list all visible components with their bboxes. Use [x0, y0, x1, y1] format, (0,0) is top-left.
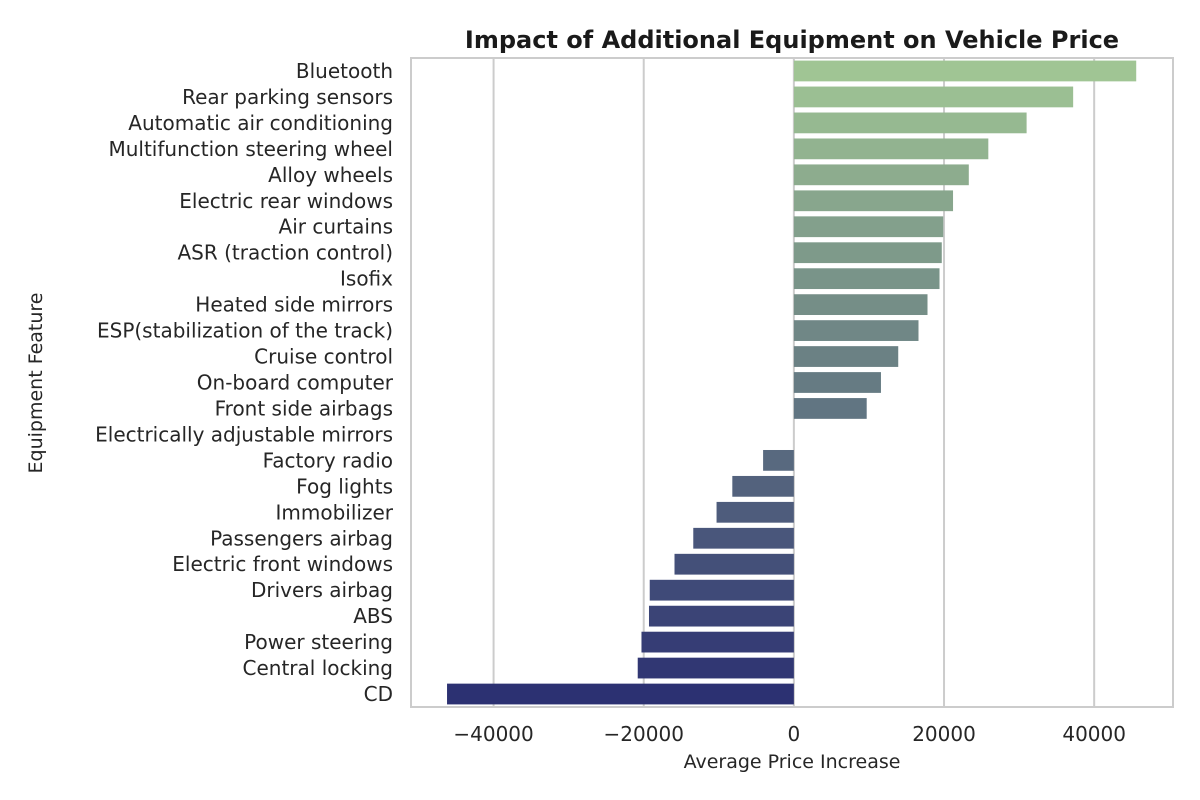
y-tick-label: Fog lights: [296, 474, 393, 498]
bars: [447, 60, 1137, 705]
y-tick-label: ABS: [353, 604, 393, 628]
bar: [793, 398, 867, 419]
y-tick-label: Cruise control: [254, 345, 393, 369]
bar: [793, 138, 989, 160]
bar: [793, 268, 940, 290]
x-axis-label: Average Price Increase: [684, 751, 901, 773]
bar: [793, 346, 899, 367]
x-tick-label: −20000: [604, 722, 684, 746]
y-tick-label: Passengers airbag: [210, 526, 393, 550]
x-tick-label: 40000: [1062, 722, 1126, 746]
x-tick-label: 20000: [912, 722, 976, 746]
y-tick-label: ESP(stabilization of the track): [97, 319, 393, 343]
bar: [793, 190, 954, 212]
plot-frame: [410, 57, 1174, 708]
bar: [793, 86, 1074, 108]
y-tick-label: On-board computer: [197, 371, 394, 395]
bar: [793, 60, 1137, 82]
y-tick-label: Rear parking sensors: [182, 85, 393, 109]
chart-title: Impact of Additional Equipment on Vehicl…: [465, 26, 1119, 54]
y-tick-label: Power steering: [244, 630, 393, 654]
bar: [793, 372, 881, 393]
y-tick-label: Bluetooth: [296, 59, 393, 83]
y-tick-label: Multifunction steering wheel: [108, 137, 393, 161]
y-tick-label: Front side airbags: [215, 396, 393, 420]
y-axis-label: Equipment Feature: [25, 293, 47, 474]
bar: [447, 683, 794, 705]
bar: [793, 164, 969, 186]
y-tick-label: Electrically adjustable mirrors: [95, 422, 393, 446]
y-tick-label: Factory radio: [263, 448, 393, 472]
bar: [641, 631, 794, 653]
bar: [793, 112, 1027, 134]
bar: [716, 501, 794, 523]
bar: [732, 475, 794, 497]
y-tick-label: Alloy wheels: [268, 163, 393, 187]
y-tick-label: Isofix: [340, 267, 393, 291]
bar: [649, 579, 794, 601]
bar: [693, 527, 794, 549]
y-tick-label: Heated side mirrors: [195, 293, 393, 317]
bar: [674, 553, 794, 575]
y-tick-label: Air curtains: [279, 215, 393, 239]
y-tick-label: Central locking: [243, 656, 393, 680]
y-tick-label: Automatic air conditioning: [128, 111, 393, 135]
y-tick-label: Drivers airbag: [251, 578, 393, 602]
x-tick-label: −40000: [453, 722, 533, 746]
bar: [793, 294, 928, 316]
y-tick-label: Electric front windows: [172, 552, 393, 576]
y-tick-label: Immobilizer: [276, 500, 394, 524]
x-tick-label: 0: [788, 722, 801, 746]
x-tick-labels: −40000 −20000 0 20000 40000: [453, 722, 1126, 746]
y-tick-label: CD: [364, 682, 393, 706]
bar: [793, 216, 944, 238]
bar: [793, 242, 942, 264]
y-tick-label: Electric rear windows: [179, 189, 393, 213]
bar: [648, 605, 794, 627]
bar: [763, 449, 794, 471]
bar: [637, 657, 794, 679]
y-tick-label: ASR (traction control): [177, 241, 393, 265]
bar: [793, 320, 919, 341]
